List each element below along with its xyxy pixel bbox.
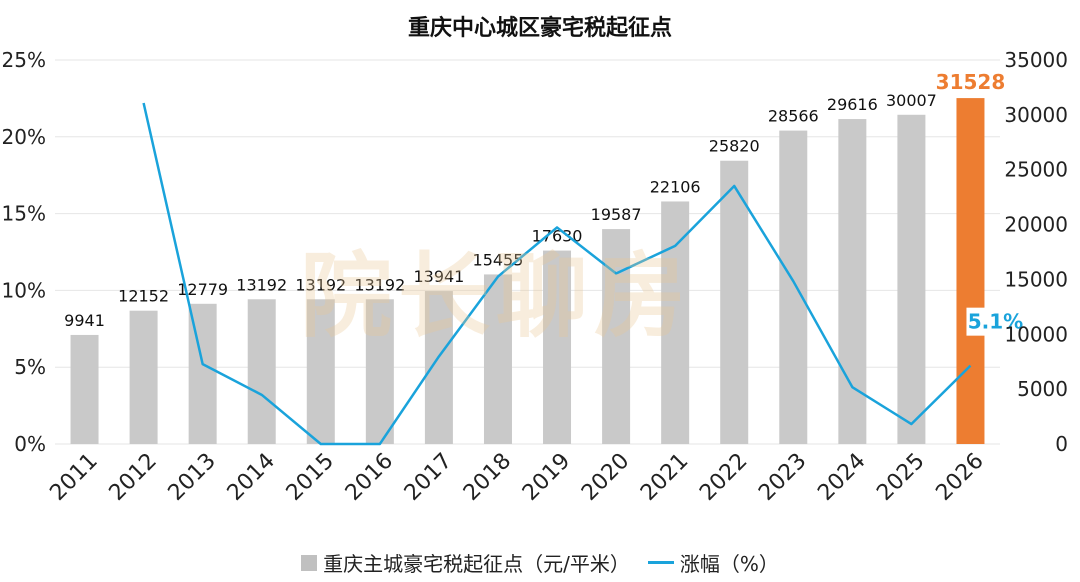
left-axis-tick-label: 10% [2,278,46,302]
bar [247,299,276,444]
x-axis-tick-label: 2026 [931,449,988,506]
x-axis-tick-label: 2025 [872,449,929,506]
bar [543,250,572,444]
left-axis-tick-label: 20% [2,125,46,149]
bar-value-label: 12152 [118,287,169,306]
line-value-label: 5.1% [968,310,1023,334]
legend-bar-label: 重庆主城豪宅税起征点（元/平米） [323,552,630,576]
bar-value-label: 15455 [473,250,524,269]
legend-bar-swatch [301,554,318,571]
left-axis-tick-label: 5% [14,355,46,379]
bar [129,310,158,444]
bar-value-label: 13941 [413,267,464,286]
bar [897,114,926,445]
x-axis-tick-label: 2015 [282,449,339,506]
bar [720,160,749,444]
bar-value-label: 19587 [591,205,642,224]
bar-value-label: 29616 [827,95,878,114]
right-axis-tick-label: 35000 [1004,48,1068,72]
bar-value-label: 28566 [768,107,819,126]
right-axis-tick-label: 15000 [1004,267,1068,291]
bar-value-labels: 9941 12152 12779 13192 13192 13192 13941 15455 1… [64,70,1005,330]
chart-title: 重庆中心城区豪宅税起征点 [407,16,672,41]
x-axis-tick-label: 2017 [400,449,457,506]
bar-series [70,98,985,445]
bar [424,291,453,444]
left-axis-tick-label: 15% [2,202,46,226]
legend-line-swatch [647,561,674,564]
legend-item-bar: 重庆主城豪宅税起征点（元/平米） [301,548,630,577]
x-axis-tick-label: 2023 [754,449,811,506]
x-axis-ticks: 2011 2012 2013 2014 2015 2016 2017 2018 2019 2020… [45,449,988,506]
bar [306,299,335,444]
left-axis-tick-label: 25% [2,48,46,72]
bar [365,299,394,444]
legend-item-line: 涨幅（%） [647,548,779,577]
bar-value-label: 9941 [64,311,105,330]
bar [602,229,631,444]
legend-line-label: 涨幅（%） [679,552,779,576]
x-axis-tick-label: 2013 [164,449,221,506]
x-axis-tick-label: 2019 [518,449,575,506]
x-axis-tick-label: 2014 [223,449,280,506]
x-axis-tick-label: 2012 [105,449,162,506]
bar-value-label: 13192 [295,275,346,294]
bar [838,119,867,444]
bar-value-label: 30007 [886,91,937,110]
bar [70,334,99,444]
right-axis-tick-label: 5000 [1017,377,1068,401]
bar-value-label: 13192 [236,275,287,294]
bar-value-label: 13192 [354,275,405,294]
bar-value-label: 31528 [936,70,1006,94]
right-axis-tick-label: 25000 [1004,158,1068,182]
x-axis-tick-label: 2022 [695,449,752,506]
bar-value-label: 22106 [650,177,701,196]
bar [483,274,512,444]
x-axis-tick-label: 2018 [459,449,516,506]
x-axis-tick-label: 2011 [45,449,102,506]
bar-value-label: 17630 [532,227,583,246]
bar-value-label: 12779 [177,280,228,299]
bar [779,130,808,445]
bar [661,201,690,444]
line-label-bg [966,307,1025,336]
x-axis-tick-label: 2021 [636,449,693,506]
x-axis-tick-label: 2020 [577,449,634,506]
right-axis-tick-label: 0 [1055,432,1068,456]
right-axis-ticks: 0 5000 10000 15000 20000 25000 30000 35000 [1004,48,1068,456]
left-axis-ticks: 0% 5% 10% 15% 20% 25% [2,48,46,456]
right-axis-tick-label: 30000 [1004,103,1068,127]
bar-value-label: 25820 [709,137,760,156]
line-series: 5.1% [142,102,1025,446]
bar [956,98,985,444]
legend: 重庆主城豪宅税起征点（元/平米） 涨幅（%） [0,548,1080,577]
left-axis-tick-label: 0% [14,432,46,456]
x-axis-tick-label: 2016 [341,449,398,506]
right-axis-tick-label: 10000 [1004,322,1068,346]
right-axis-tick-label: 20000 [1004,213,1068,237]
x-axis-tick-label: 2024 [813,449,870,506]
